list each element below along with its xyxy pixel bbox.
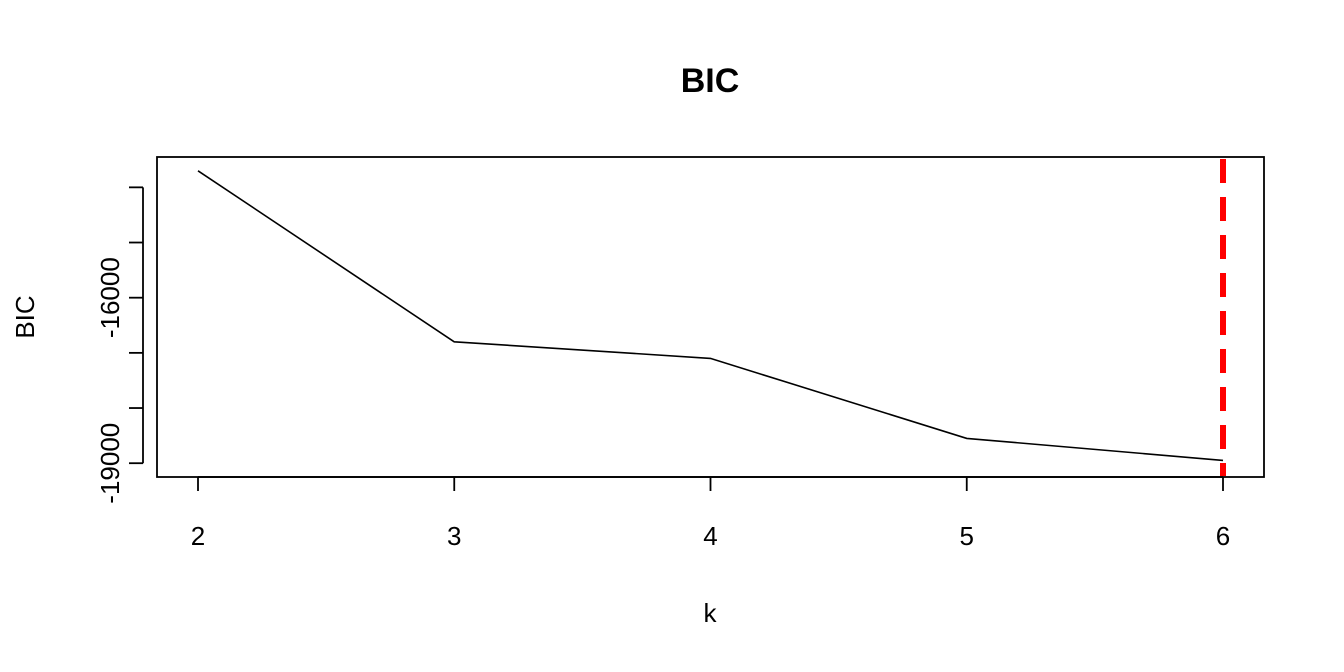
series-line xyxy=(197,170,1224,462)
x-tick-label: 4 xyxy=(703,521,717,551)
x-tick-label: 2 xyxy=(191,521,205,551)
x-tick-label: 5 xyxy=(960,521,974,551)
y-axis: -16000 -19000 xyxy=(95,186,144,504)
chart-title: BIC xyxy=(681,62,740,100)
y-axis-label: BIC xyxy=(10,295,40,338)
x-axis-label: k xyxy=(704,598,718,628)
y-tick-label: -16000 xyxy=(95,257,125,338)
series-layer xyxy=(197,170,1224,462)
x-tick-label: 3 xyxy=(447,521,461,551)
plot-area-border xyxy=(156,156,1265,478)
y-tick-label: -19000 xyxy=(95,423,125,504)
x-tick-label: 6 xyxy=(1216,521,1230,551)
x-axis: 2 3 4 5 6 xyxy=(191,476,1230,551)
